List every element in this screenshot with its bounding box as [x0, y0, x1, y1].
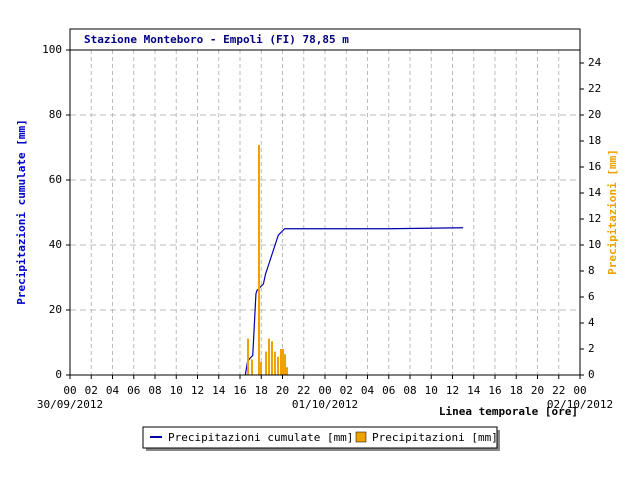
- y2-tick-label: 4: [588, 316, 595, 329]
- y2-tick-label: 20: [588, 108, 601, 121]
- x-tick-label: 22: [297, 384, 310, 397]
- y-tick-label: 100: [42, 43, 62, 56]
- date-label: 30/09/2012: [37, 398, 103, 411]
- y-axis-label: Precipitazioni cumulate [mm]: [15, 119, 28, 304]
- y2-tick-label: 6: [588, 290, 595, 303]
- bar: [277, 356, 280, 375]
- x-tick-label: 18: [255, 384, 268, 397]
- plot-border: [69, 49, 581, 376]
- x-tick-label: 14: [467, 384, 481, 397]
- y2-tick-label: 24: [588, 56, 602, 69]
- x-tick-label: 16: [488, 384, 501, 397]
- bar: [284, 354, 287, 375]
- bar: [273, 351, 276, 375]
- bar: [270, 341, 273, 375]
- x-tick-label: 20: [531, 384, 544, 397]
- x-tick-label: 02: [85, 384, 98, 397]
- legend-label: Precipitazioni cumulate [mm]: [168, 431, 353, 444]
- y2-tick-label: 0: [588, 368, 595, 381]
- bar: [260, 362, 263, 375]
- y2-tick-label: 14: [588, 186, 602, 199]
- x-tick-label: 00: [63, 384, 76, 397]
- legend-swatch: [355, 431, 367, 443]
- bar: [246, 338, 249, 375]
- y2-tick-label: 10: [588, 238, 601, 251]
- y2-axis-label: Precipitazioni [mm]: [606, 149, 619, 275]
- bar: [268, 338, 271, 375]
- x-tick-label: 18: [510, 384, 523, 397]
- x-tick-label: 06: [127, 384, 140, 397]
- bar: [280, 349, 283, 375]
- x-axis-label: Linea temporale [ore]: [439, 405, 578, 418]
- bar: [251, 359, 254, 375]
- legend: [142, 426, 498, 449]
- x-tick-label: 20: [276, 384, 289, 397]
- y2-tick-label: 8: [588, 264, 595, 277]
- y-tick-label: 60: [49, 173, 62, 186]
- bar: [258, 144, 261, 375]
- y2-tick-label: 2: [588, 342, 595, 355]
- x-tick-label: 00: [318, 384, 331, 397]
- x-tick-label: 10: [425, 384, 438, 397]
- x-tick-label: 14: [212, 384, 226, 397]
- x-tick-label: 12: [446, 384, 459, 397]
- line: [244, 227, 464, 376]
- date-label: 01/10/2012: [292, 398, 358, 411]
- bar: [285, 367, 288, 375]
- y-tick-label: 20: [49, 303, 62, 316]
- y2-tick-label: 16: [588, 160, 601, 173]
- x-tick-label: 08: [148, 384, 161, 397]
- legend-label: Precipitazioni [mm]: [372, 431, 498, 444]
- date-label: 02/10/2012: [547, 398, 613, 411]
- y-tick-label: 40: [49, 238, 62, 251]
- x-tick-label: 06: [382, 384, 395, 397]
- y2-tick-label: 22: [588, 82, 601, 95]
- y2-tick-label: 12: [588, 212, 601, 225]
- x-tick-label: 10: [170, 384, 183, 397]
- bar: [282, 349, 285, 375]
- x-tick-label: 08: [403, 384, 416, 397]
- chart-title: Stazione Monteboro - Empoli (FI) 78,85 m: [84, 33, 349, 46]
- x-tick-label: 12: [191, 384, 204, 397]
- y-tick-label: 80: [49, 108, 62, 121]
- bar: [265, 351, 268, 375]
- y2-tick-label: 18: [588, 134, 601, 147]
- y-tick-label: 0: [55, 368, 62, 381]
- x-tick-label: 00: [573, 384, 586, 397]
- x-tick-label: 22: [552, 384, 565, 397]
- x-tick-label: 16: [233, 384, 246, 397]
- x-tick-label: 02: [340, 384, 353, 397]
- x-tick-label: 04: [361, 384, 375, 397]
- x-tick-label: 04: [106, 384, 120, 397]
